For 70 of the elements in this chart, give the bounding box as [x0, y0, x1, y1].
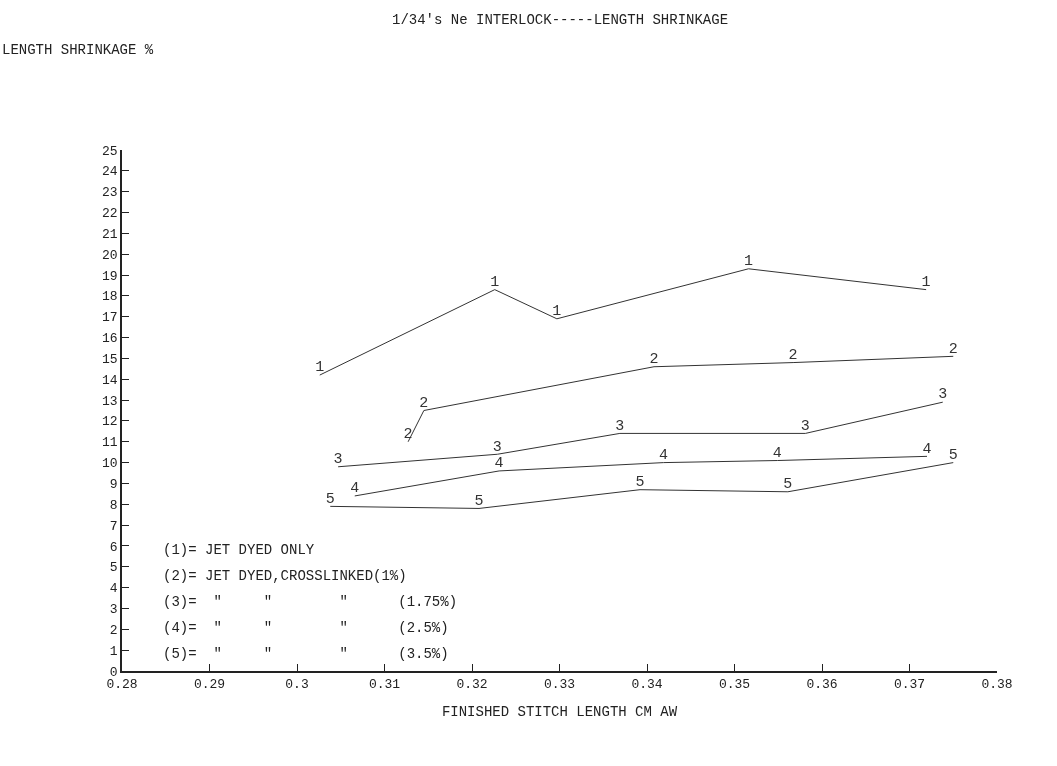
series-label: 4: [494, 455, 504, 473]
text: 1: [315, 359, 325, 377]
x-tick-label: 0.29: [193, 677, 226, 693]
text: 4: [350, 480, 360, 498]
text: 2: [403, 426, 413, 444]
annotation: (1)= JET DYED ONLY: [163, 542, 315, 558]
text: 3: [615, 417, 625, 435]
y-tick-label: 3: [109, 602, 118, 618]
y-tick-label: 13: [102, 393, 118, 409]
y-tick-label: 15: [102, 351, 118, 367]
text: 5: [474, 492, 484, 510]
text: 5: [635, 473, 645, 491]
text: 3: [492, 438, 502, 456]
text: LENGTH SHRINKAGE %: [2, 42, 154, 58]
text: 1: [490, 273, 500, 291]
text: 4: [772, 444, 782, 462]
annotation: (4)= " " " (2.5%): [163, 620, 449, 636]
y-tick-label: 23: [102, 185, 118, 201]
text: 5: [783, 476, 793, 494]
x-tick-label: 0.32: [456, 677, 488, 693]
y-tick-label: 19: [102, 268, 118, 284]
x-tick-label: 0.33: [543, 677, 576, 693]
y-tick-label: 1: [109, 643, 118, 659]
chart-title: 1/34's Ne INTERLOCK-----LENGTH SHRINKAGE: [392, 12, 729, 28]
x-tick-label: 0.34: [631, 677, 663, 693]
y-tick-label: 6: [109, 539, 118, 555]
x-tick-label: 0.31: [368, 677, 401, 693]
text: 4: [659, 446, 669, 464]
y-tick-label: 2: [109, 622, 118, 638]
y-tick-label: 0: [109, 664, 118, 680]
text: 1: [552, 303, 562, 321]
text: 2: [948, 340, 958, 358]
x-tick-label: 0.28: [106, 677, 138, 693]
y-tick-label: 4: [109, 581, 118, 597]
x-axis-title: FINISHED STITCH LENGTH CM AW: [441, 704, 678, 721]
y-tick-label: 11: [102, 435, 118, 451]
y-tick-label: 9: [109, 476, 118, 492]
series-label: 2: [649, 350, 659, 368]
text: 3: [333, 451, 343, 469]
series-label: 1: [743, 253, 754, 271]
y-tick-label: 16: [102, 331, 118, 347]
annotation: (2)= JET DYED,CROSSLINKED(1%): [163, 568, 407, 584]
y-tick-label: 7: [109, 518, 118, 534]
annotation: (5)= " " " (3.5%): [163, 646, 449, 662]
y-tick-label: 21: [102, 226, 118, 242]
text: 4: [922, 440, 932, 458]
y-tick-label: 12: [102, 414, 118, 430]
y-tick-label: 22: [102, 206, 118, 222]
y-tick-label: 17: [102, 310, 118, 326]
text: 1: [921, 273, 931, 291]
text: 2: [788, 346, 798, 364]
y-tick-label: 20: [102, 247, 118, 263]
text: 5: [325, 490, 335, 508]
y-tick-label: 5: [109, 560, 118, 576]
text: 2: [419, 394, 429, 412]
y-tick-label: 25: [102, 143, 118, 159]
y-tick-label: 8: [109, 497, 118, 513]
y-tick-label: 14: [102, 372, 118, 388]
series-label: 5: [948, 446, 958, 464]
x-tick-label: 0.3: [285, 677, 309, 693]
y-tick-label: 10: [102, 456, 118, 472]
x-tick-label: 0.37: [893, 677, 926, 693]
y-tick-label: 24: [102, 164, 118, 180]
x-tick-label: 0.35: [718, 677, 751, 693]
annotation: (3)= " " " (1.75%): [163, 594, 458, 610]
series-label: 3: [938, 386, 948, 404]
text: 3: [800, 417, 810, 435]
y-tick-label: 18: [102, 289, 118, 305]
x-tick-label: 0.36: [806, 677, 838, 693]
x-tick-label: 0.38: [981, 677, 1013, 693]
